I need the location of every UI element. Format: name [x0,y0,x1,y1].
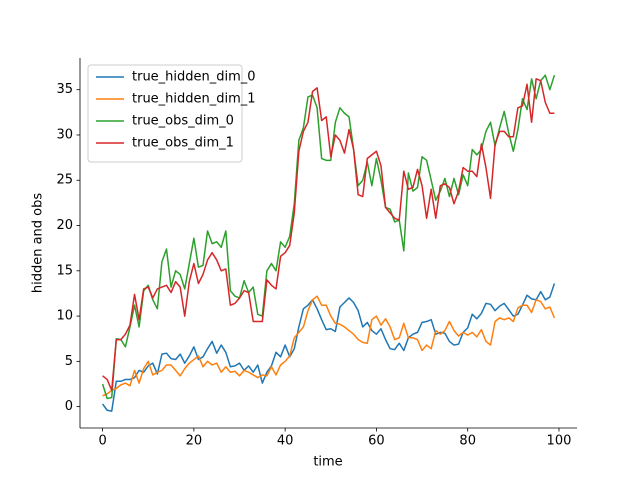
series-line [102,295,556,397]
y-tick-label: 15 [56,263,73,278]
y-tick-label: 5 [65,354,73,369]
y-tick-label: 0 [65,399,73,414]
legend-label: true_hidden_dim_0 [132,70,256,85]
y-tick-label: 35 [56,82,73,97]
legend-box [87,64,243,163]
y-axis-label: hidden and obs [31,193,46,294]
legend-label: true_hidden_dim_1 [132,92,256,107]
x-tick-label: 80 [459,434,476,449]
y-tick-label: 20 [56,218,73,233]
legend: true_hidden_dim_0 true_hidden_dim_1 true_o… [87,64,256,163]
series-line [101,283,556,412]
y-tick-label: 30 [56,127,73,142]
y-tick-label: 10 [56,309,73,324]
x-tick-label: 60 [368,434,385,449]
y-tick-label: 25 [56,173,73,188]
x-tick-label: 0 [98,434,106,449]
series-line [102,78,555,392]
x-tick-label: 40 [277,434,294,449]
x-tick-label: 100 [547,434,572,449]
x-tick-label: 20 [186,434,203,449]
series-line [101,74,556,400]
x-axis-label: time [313,455,342,470]
legend-label: true_obs_dim_0 [132,114,234,129]
legend-label: true_obs_dim_1 [132,136,234,151]
